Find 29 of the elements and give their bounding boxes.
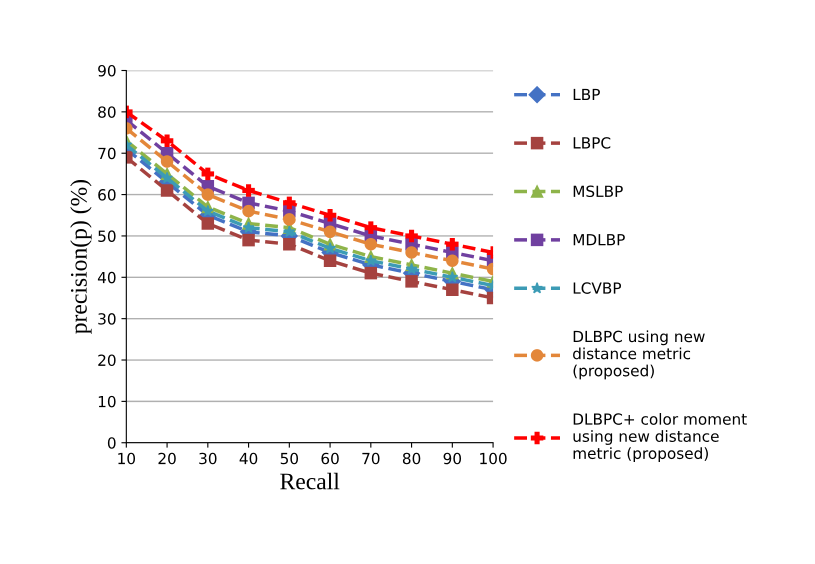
x-tick-label: 30: [199, 452, 217, 464]
y-tick-label: 40: [98, 272, 116, 284]
x-tick-label: 20: [158, 452, 176, 464]
y-axis-title: precision(p) (%): [70, 180, 92, 334]
y-tick-label: 90: [98, 64, 116, 77]
y-tick-label: 50: [98, 230, 116, 242]
legend-label: LBP: [574, 88, 600, 100]
legend-label: MDLBP: [574, 234, 625, 246]
y-tick-label: 70: [98, 148, 116, 160]
x-tick-label: 100: [480, 452, 507, 464]
legend-label: LBPC: [574, 137, 610, 149]
legend-label: LCVBP: [574, 282, 622, 294]
y-tick-label: 20: [98, 354, 116, 366]
x-tick-label: 50: [280, 452, 298, 464]
x-tick-label: 80: [402, 452, 420, 464]
y-tick-label: 80: [98, 106, 116, 118]
x-tick-label: 10: [118, 452, 136, 464]
legend-label: MSLBP: [574, 185, 623, 198]
x-axis-title: Recall: [280, 472, 340, 490]
legend-label: DLBPC+ color moment using new distance metric (proposed): [574, 413, 747, 462]
y-tick-label: 30: [98, 313, 116, 325]
y-tick-label: 10: [98, 396, 116, 408]
x-tick-label: 40: [240, 452, 258, 464]
x-tick-label: 60: [321, 452, 339, 464]
y-tick-label: 60: [98, 189, 116, 201]
x-tick-label: 70: [362, 452, 380, 464]
x-tick-label: 90: [444, 452, 462, 464]
y-tick-label: 0: [108, 437, 116, 449]
legend-label: DLBPC using new distance metric (proposed): [573, 330, 705, 380]
